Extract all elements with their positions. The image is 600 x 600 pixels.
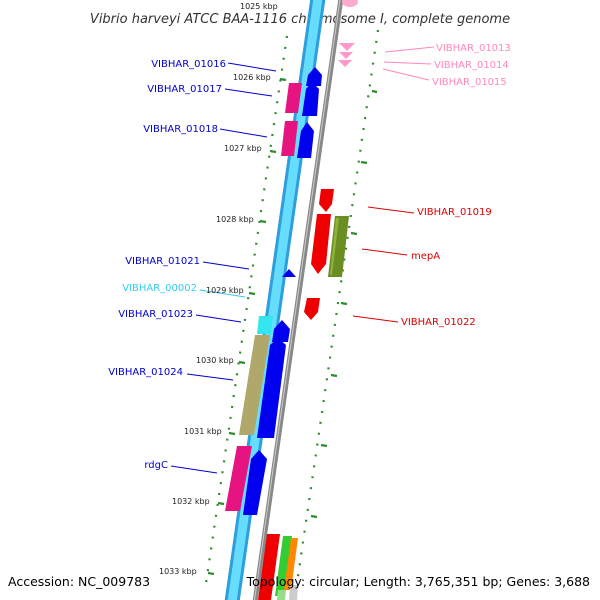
- tick-marks-inner: [207, 77, 287, 576]
- tick-mark: [248, 291, 256, 296]
- tick-mark: [360, 160, 368, 165]
- label-leader: [384, 46, 435, 53]
- topology-summary: Topology: circular; Length: 3,765,351 bp…: [246, 574, 590, 589]
- gene-vibhar-01023: [272, 320, 290, 342]
- tick-mark: [320, 443, 328, 448]
- kbp-labels: 1025 kbp 1026 kbp 1027 kbp 1028 kbp 1029…: [159, 2, 278, 576]
- tick-mark: [340, 301, 348, 306]
- gene-vibhar-01016: [306, 67, 322, 86]
- kbp-label: 1031 kbp: [184, 427, 222, 436]
- gene-label-vibhar-00002: VIBHAR_00002: [122, 283, 197, 294]
- label-leader: [195, 314, 242, 323]
- gene-label-vibhar-01016: VIBHAR_01016: [151, 59, 226, 70]
- kbp-label: 1029 kbp: [206, 286, 244, 295]
- label-leader: [352, 315, 399, 323]
- magenta-feature: [225, 446, 252, 511]
- gene-vibhar-01021: [282, 269, 296, 277]
- label-leader: [186, 373, 234, 381]
- tick-mark: [259, 219, 267, 224]
- kbp-label: 1026 kbp: [233, 73, 271, 82]
- feature-pale-green: [277, 590, 286, 600]
- gene-label-mepa: mepA: [411, 251, 440, 262]
- label-leader: [224, 88, 273, 97]
- khaki-feature: [239, 335, 270, 435]
- gene-label-vibhar-01014: VIBHAR_01014: [434, 60, 509, 71]
- tick-mark: [217, 501, 225, 506]
- tick-mark: [279, 77, 287, 82]
- tick-mark: [350, 231, 358, 236]
- label-leader: [382, 68, 430, 81]
- label-leader: [383, 61, 432, 65]
- gene-green: [275, 536, 292, 596]
- trna-gene-vibhar-01013: [339, 43, 355, 51]
- gene-label-rdgc: rdgC: [144, 460, 168, 471]
- chromosome-line: [252, 0, 344, 600]
- magenta-feature: [281, 121, 298, 156]
- accession-label: Accession: NC_009783: [8, 574, 150, 589]
- gene-label-vibhar-01017: VIBHAR_01017: [147, 84, 222, 95]
- map-title: Vibrio harveyi ATCC BAA-1116 chromosome …: [90, 12, 510, 27]
- kbp-label: 1028 kbp: [216, 215, 254, 224]
- gene-label-vibhar-01022: VIBHAR_01022: [401, 317, 476, 328]
- label-leader: [361, 248, 408, 256]
- label-leader: [199, 289, 246, 298]
- kbp-label: 1025 kbp: [240, 2, 278, 11]
- label-leader: [227, 62, 277, 72]
- gene-vibhar-01018: [297, 122, 314, 158]
- gene-mepa: [311, 214, 331, 274]
- gene-label-vibhar-01024: VIBHAR_01024: [108, 367, 183, 378]
- kbp-label: 1030 kbp: [196, 356, 234, 365]
- gene-orange: [284, 538, 298, 590]
- kbp-label: 1033 kbp: [159, 567, 197, 576]
- trna-gene-vibhar-01014: [339, 52, 353, 59]
- gene-vibhar-01024: [257, 338, 286, 438]
- label-leaders: [170, 46, 435, 474]
- tick-marks-outer: [310, 89, 378, 519]
- gene-label-vibhar-01019: VIBHAR_01019: [417, 207, 492, 218]
- feature-light-gray: [289, 585, 298, 600]
- gene-vibhar-01017: [302, 82, 319, 116]
- kbp-label: 1032 kbp: [172, 497, 210, 506]
- label-leader: [170, 465, 218, 474]
- trna-gene-vibhar-01015: [338, 60, 352, 67]
- tick-mark: [207, 571, 215, 576]
- gene-label-vibhar-01021: VIBHAR_01021: [125, 256, 200, 267]
- gene-vibhar-01022: [304, 298, 320, 320]
- tick-mark: [330, 373, 338, 378]
- tick-mark: [371, 89, 378, 94]
- olive-feature-highlight: [330, 218, 339, 275]
- tick-mark: [269, 149, 277, 154]
- chromosome-line-highlight: [253, 0, 341, 600]
- tick-mark: [238, 360, 246, 365]
- label-leader: [367, 206, 415, 214]
- gene-vibhar-01019: [319, 189, 334, 212]
- gene-rdgc: [243, 450, 267, 515]
- tick-mark: [228, 431, 236, 436]
- gene-labels: VIBHAR_01013 VIBHAR_01014 VIBHAR_01015 V…: [108, 43, 511, 471]
- rrna-fragment: [342, 0, 358, 7]
- gene-label-vibhar-01018: VIBHAR_01018: [143, 124, 218, 135]
- tick-mark: [310, 514, 318, 519]
- gene-label-vibhar-01023: VIBHAR_01023: [118, 309, 193, 320]
- label-leader: [202, 261, 250, 270]
- gene-label-vibhar-01013: VIBHAR_01013: [436, 43, 511, 54]
- label-leader: [219, 128, 268, 138]
- gene-label-vibhar-01015: VIBHAR_01015: [432, 77, 507, 88]
- kbp-label: 1027 kbp: [224, 144, 262, 153]
- rna-feature-vibhar-00002: [257, 316, 273, 334]
- gene-red: [258, 534, 280, 600]
- magenta-feature: [285, 83, 302, 113]
